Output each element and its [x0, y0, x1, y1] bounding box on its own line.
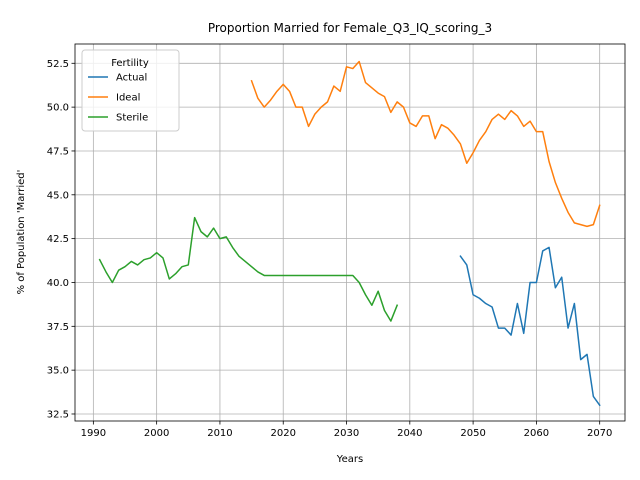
legend-box	[81, 49, 180, 132]
legend-title: Fertility	[111, 58, 149, 69]
y-axis-title: % of Population 'Married'	[16, 170, 27, 295]
y-tick-label: 40.0	[47, 278, 69, 289]
legend-label-sterile: Sterile	[116, 113, 148, 124]
y-tick-label: 35.0	[47, 366, 69, 377]
y-axis-ticks: 32.5 35.0 37.5 40.0 42.5 45.0 47.5 50.0 52.5	[47, 59, 75, 420]
grid	[75, 44, 625, 421]
x-axis-title: Years	[336, 454, 363, 465]
plot-frame	[74, 43, 626, 422]
legend-label-ideal: Ideal	[116, 93, 140, 104]
y-tick-label: 45.0	[47, 190, 69, 201]
y-tick-label: 37.5	[47, 322, 69, 333]
x-tick-label: 2040	[397, 428, 422, 439]
y-tick-label: 32.5	[47, 409, 69, 420]
x-tick-label: 2010	[207, 428, 232, 439]
x-tick-label: 2070	[587, 428, 612, 439]
y-tick-label: 42.5	[47, 234, 69, 245]
legend-entries: Actual Ideal Sterile	[88, 73, 148, 124]
x-tick-label: 2060	[524, 428, 549, 439]
series-line-actual	[459, 246, 601, 407]
y-tick-label: 50.0	[47, 103, 69, 114]
y-tick-label: 47.5	[47, 146, 69, 157]
chart-title: Proportion Married for Female_Q3_IQ_scor…	[208, 21, 492, 35]
x-tick-label: 2030	[334, 428, 359, 439]
x-tick-label: 2000	[144, 428, 169, 439]
x-tick-label: 2050	[460, 428, 485, 439]
x-tick-label: 2020	[271, 428, 296, 439]
x-axis-ticks: 1990 2000 2010 2020 2030 2040 2050 2060 2070	[81, 421, 612, 439]
x-tick-label: 1990	[81, 428, 106, 439]
series-line-sterile	[98, 216, 399, 322]
y-tick-label: 52.5	[47, 59, 69, 70]
legend: Fertility Actual Ideal Sterile	[81, 49, 180, 132]
series-lines	[98, 60, 601, 407]
legend-label-actual: Actual	[116, 73, 147, 84]
series-line-ideal	[250, 60, 601, 228]
